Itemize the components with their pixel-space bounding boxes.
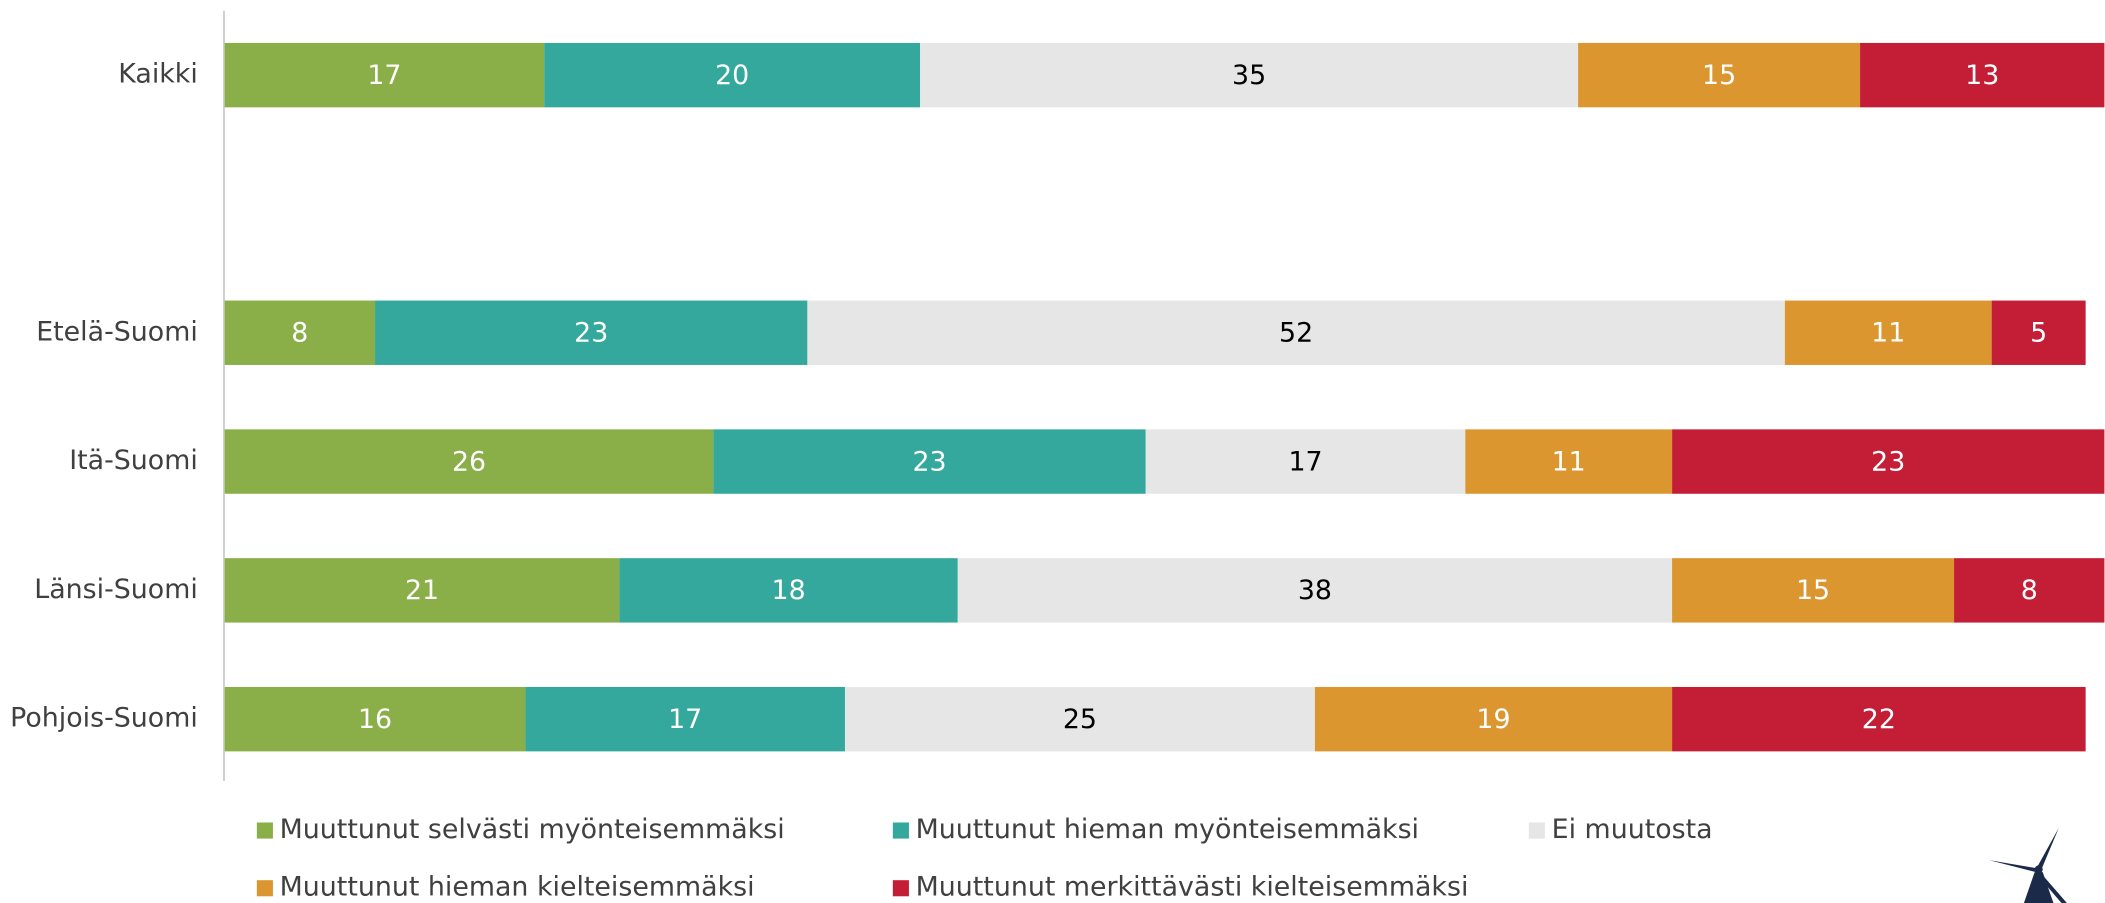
bar-segment — [1672, 429, 2105, 494]
data-label: 15 — [1702, 60, 1736, 91]
data-label: 23 — [912, 446, 946, 477]
bar-segment — [525, 686, 845, 752]
legend-swatch — [256, 822, 273, 839]
y-tick-label: Pohjois-Suomi — [10, 703, 198, 734]
data-label: 26 — [452, 446, 486, 477]
y-tick-label: Länsi-Suomi — [34, 574, 198, 605]
bar-segment — [619, 558, 958, 623]
data-label: 15 — [1796, 575, 1830, 606]
bar-segment — [1672, 558, 1955, 623]
bar-segment — [224, 300, 376, 365]
data-label: 17 — [668, 704, 702, 735]
legend-label: Muuttunut hieman kielteisemmäksi — [280, 872, 755, 903]
data-label: 11 — [1871, 318, 1905, 349]
legend-label: Ei muutosta — [1552, 814, 1713, 845]
y-tick-label: Kaikki — [118, 59, 198, 90]
legend-swatch — [892, 822, 909, 839]
data-label: 5 — [2030, 318, 2047, 349]
bar-segment — [1578, 42, 1861, 108]
legend-label: Muuttunut merkittävästi kielteisemmäksi — [916, 872, 1469, 903]
data-label: 19 — [1476, 704, 1510, 735]
data-label: 16 — [358, 704, 392, 735]
data-label: 8 — [291, 318, 308, 349]
bar-segment — [844, 686, 1315, 752]
y-tick-label: Itä-Suomi — [69, 445, 198, 476]
bar-segment — [1145, 429, 1466, 494]
data-label: 13 — [1965, 60, 1999, 91]
bar-segment — [224, 429, 714, 494]
data-label: 25 — [1063, 704, 1097, 735]
data-label: 11 — [1552, 446, 1586, 477]
bar-segment — [920, 42, 1579, 108]
bar-segment — [1860, 42, 2105, 108]
bar-segment — [807, 300, 1785, 365]
data-label: 38 — [1298, 575, 1332, 606]
data-label: 23 — [1871, 446, 1905, 477]
bar-segment — [224, 558, 620, 623]
legend-swatch — [1528, 822, 1545, 839]
bar-segment — [713, 429, 1146, 494]
bar-segment — [1784, 300, 1992, 365]
bar-segment — [957, 558, 1673, 623]
data-label: 17 — [1288, 446, 1322, 477]
legend-label: Muuttunut selvästi myönteisemmäksi — [280, 814, 785, 845]
bar-segment — [1314, 686, 1673, 752]
bar-segment — [1465, 429, 1673, 494]
data-label: 52 — [1279, 318, 1313, 349]
bar-segment — [224, 686, 526, 752]
bar-segment — [1954, 558, 2105, 623]
bar-segment — [224, 42, 545, 108]
data-label: 18 — [772, 575, 806, 606]
data-label: 8 — [2021, 575, 2038, 606]
legend-swatch — [256, 880, 273, 897]
y-tick-label: Etelä-Suomi — [36, 316, 198, 347]
logo — [1989, 827, 2067, 903]
bar-segment — [1991, 300, 2086, 365]
bar-segment — [1672, 686, 2086, 752]
data-label: 21 — [405, 575, 439, 606]
data-label: 17 — [367, 60, 401, 91]
bar-segment — [544, 42, 921, 108]
data-label: 23 — [574, 318, 608, 349]
data-label: 35 — [1232, 60, 1266, 91]
data-label: 22 — [1862, 704, 1896, 735]
legend-label: Muuttunut hieman myönteisemmäksi — [916, 814, 1419, 845]
data-label: 20 — [715, 60, 749, 91]
legend-swatch — [892, 880, 909, 897]
bar-segment — [375, 300, 808, 365]
